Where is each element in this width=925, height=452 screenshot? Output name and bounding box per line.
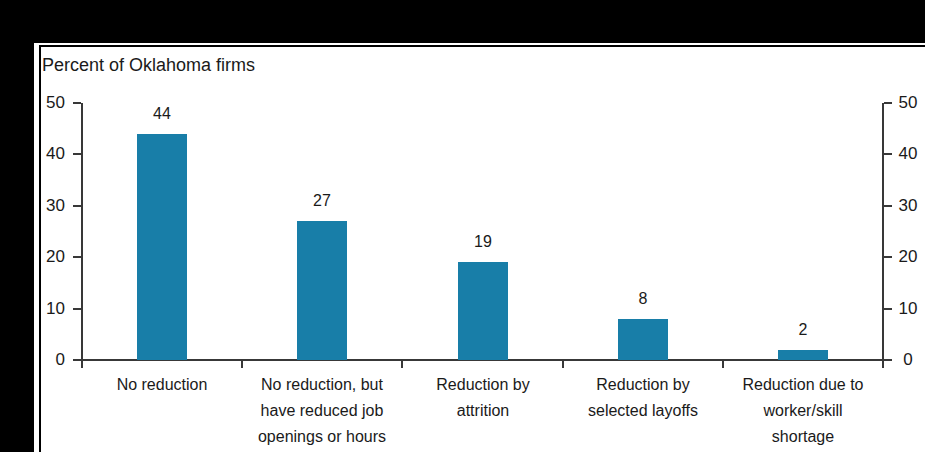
y-axis-left-tick-label: 20	[20, 247, 65, 267]
bar-value-label: 44	[132, 104, 192, 124]
y-axis-left-tick	[73, 153, 81, 155]
y-axis-right-tick-label: 0	[890, 350, 925, 370]
bar-value-label: 8	[613, 289, 673, 309]
y-axis-right-tick-label: 40	[890, 144, 925, 164]
y-axis-left-tick	[73, 256, 81, 258]
y-axis-left-tick-label: 40	[20, 144, 65, 164]
y-axis-right-tick-label: 50	[890, 93, 925, 113]
y-axis-left-tick-label: 50	[20, 93, 65, 113]
bar	[618, 319, 668, 360]
x-axis-category-label: Reduction due to worker/skill shortage	[723, 372, 883, 450]
bar	[297, 221, 347, 360]
y-axis-left-tick	[73, 102, 81, 104]
plot-area: 0 0 10 10 20 20 30 30 40 40 50 50 44 No reduction 27 No…	[0, 0, 925, 452]
screenshot-root: Percent of Oklahoma firms 00101020203030…	[0, 0, 925, 452]
x-axis-category-label: No reduction, but have reduced job openi…	[242, 372, 402, 450]
y-axis-left-tick-label: 30	[20, 196, 65, 216]
x-axis-category-label: Reduction by attrition	[403, 372, 563, 424]
y-axis-left-tick-label: 10	[20, 299, 65, 319]
bar	[137, 134, 187, 360]
x-axis-tick	[722, 361, 724, 368]
x-axis-tick	[241, 361, 243, 368]
bar-value-label: 19	[453, 232, 513, 252]
x-axis-tick	[882, 361, 884, 368]
y-axis-left-tick	[73, 205, 81, 207]
y-axis-right-tick-label: 10	[890, 299, 925, 319]
x-axis-tick	[562, 361, 564, 368]
y-axis-right-tick-label: 30	[890, 196, 925, 216]
x-axis-tick	[81, 361, 83, 368]
bar	[778, 350, 828, 360]
y-axis-left-tick	[73, 359, 81, 361]
bar-value-label: 27	[292, 191, 352, 211]
x-axis-category-label: No reduction	[82, 372, 242, 398]
y-axis-right-tick-label: 20	[890, 247, 925, 267]
y-axis-left-line	[81, 103, 83, 367]
bar-value-label: 2	[773, 320, 833, 340]
x-axis-category-label: Reduction by selected layoffs	[563, 372, 723, 424]
bar	[458, 262, 508, 360]
y-axis-left-tick-label: 0	[20, 350, 65, 370]
x-axis-tick	[401, 361, 403, 368]
y-axis-right-line	[882, 103, 884, 367]
y-axis-left-tick	[73, 308, 81, 310]
